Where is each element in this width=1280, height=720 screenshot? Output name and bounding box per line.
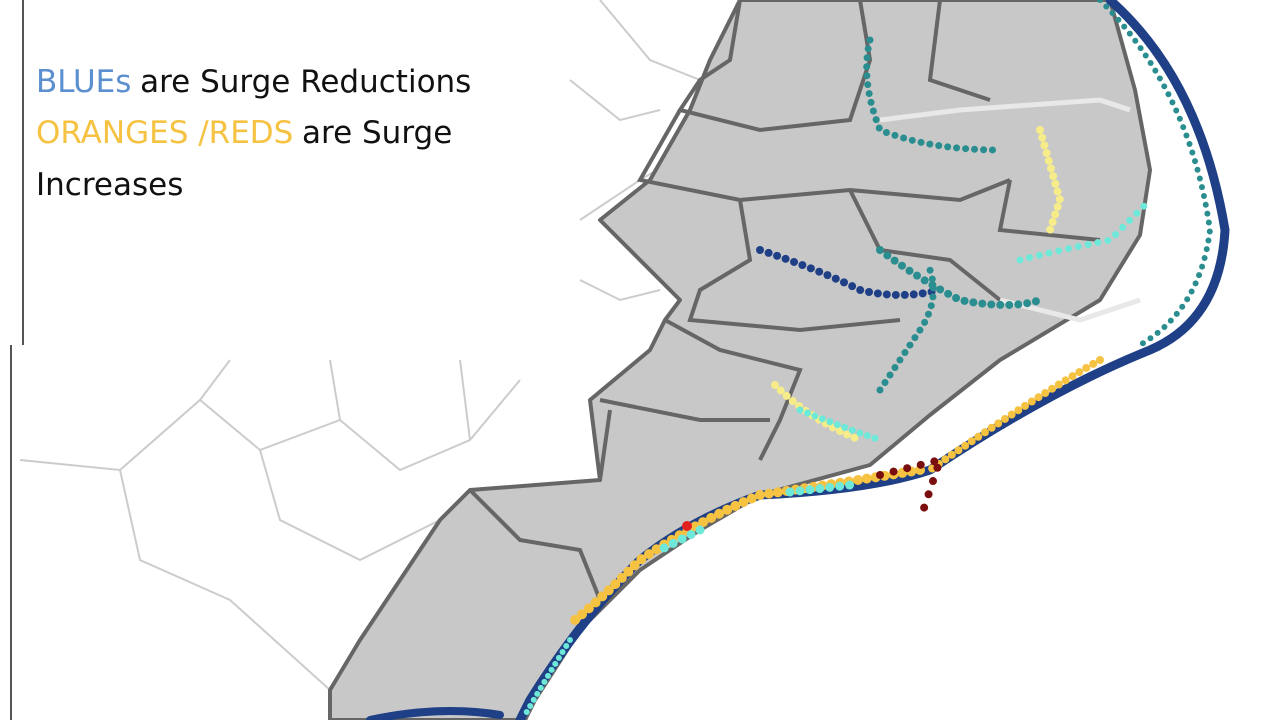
legend-text: ORANGES /REDS (36, 115, 294, 151)
county-lines (19, 0, 702, 691)
legend-text: are Surge (302, 115, 453, 151)
legend-text: are Surge Reductions (140, 64, 472, 100)
legend-line: BLUEs are Surge Reductions (36, 64, 471, 100)
legend-text: Increases (36, 167, 184, 203)
coastal-counties (328, 0, 1152, 720)
legend-line: Increases (36, 167, 183, 203)
legend-text: BLUEs (36, 64, 132, 100)
legend-line: ORANGES /REDS are Surge (36, 115, 452, 151)
surge-point (682, 521, 692, 531)
legend: BLUEs are Surge Reductions ORANGES /REDS ar… (22, 0, 567, 345)
surge-points (366, 0, 1230, 720)
